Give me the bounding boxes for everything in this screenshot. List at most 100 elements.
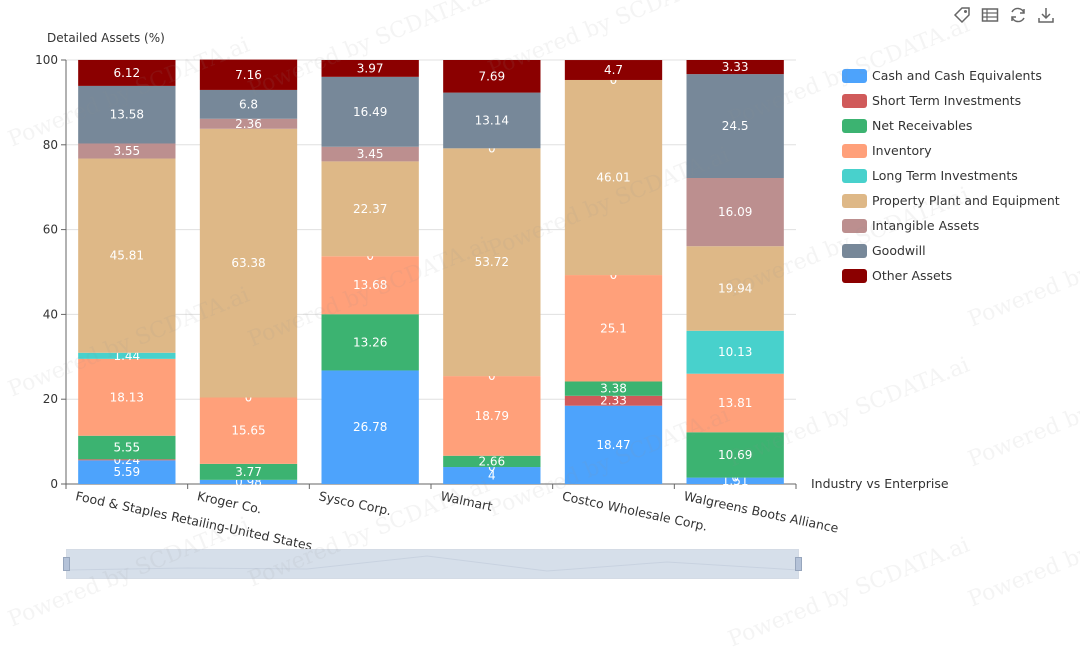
- slider-handle-right[interactable]: [795, 557, 802, 571]
- legend-swatch: [842, 218, 867, 233]
- data-label: 2.66: [478, 454, 505, 468]
- bar-segment: [199, 397, 298, 464]
- bar-segment: [686, 246, 784, 331]
- data-label: 26.78: [353, 420, 387, 434]
- legend-label: Inventory: [872, 143, 932, 158]
- refresh-icon[interactable]: [1008, 5, 1028, 25]
- legend-swatch: [842, 193, 867, 208]
- tag-icon[interactable]: [952, 5, 972, 25]
- legend-item[interactable]: Net Receivables: [842, 113, 1060, 138]
- data-label: 22.37: [353, 202, 387, 216]
- data-label: 3.55: [113, 144, 140, 158]
- data-label: 10.69: [718, 448, 752, 462]
- y-tick-label: 60: [43, 223, 58, 237]
- bar-segment: [78, 352, 176, 359]
- data-label: 25.1: [600, 321, 627, 335]
- bar-segment: [199, 128, 298, 398]
- bar-segment: [199, 59, 298, 90]
- chart-container: 0 20 40 60 80 100 Detailed Assets (%) Industry …: [35, 31, 949, 553]
- data-label: 4.7: [604, 63, 623, 77]
- legend-item[interactable]: Short Term Investments: [842, 88, 1060, 113]
- legend-item[interactable]: Property Plant and Equipment: [842, 188, 1060, 213]
- data-label: 6.12: [113, 66, 140, 80]
- bar-segment: [321, 256, 419, 315]
- bar-segment: [564, 60, 663, 80]
- bar-segment: [686, 477, 784, 484]
- legend: Cash and Cash Equivalents Short Term Inve…: [842, 63, 1060, 288]
- bar-segment: [78, 85, 176, 144]
- data-label: 2.36: [235, 117, 262, 131]
- data-label: 5.55: [113, 441, 140, 455]
- y-tick-label: 20: [43, 392, 58, 406]
- x-tick-label: Food & Staples Retailing-United States: [74, 488, 313, 553]
- legend-label: Cash and Cash Equivalents: [872, 68, 1042, 83]
- bar-segment: [199, 463, 298, 480]
- bar-segment: [686, 330, 784, 374]
- y-tick-label: 40: [43, 307, 58, 321]
- legend-swatch: [842, 143, 867, 158]
- data-view-icon[interactable]: [980, 5, 1000, 25]
- legend-item[interactable]: Cash and Cash Equivalents: [842, 63, 1060, 88]
- data-label: 5.59: [113, 465, 140, 479]
- legend-label: Short Term Investments: [872, 93, 1022, 108]
- data-label: 6.8: [239, 97, 258, 111]
- bar-segment: [199, 479, 298, 484]
- y-axis-title: Detailed Assets (%): [47, 31, 165, 45]
- data-label: 19.94: [718, 281, 752, 295]
- legend-swatch: [842, 68, 867, 83]
- bar-segment: [443, 60, 541, 93]
- x-tick-label: Kroger Co.: [196, 488, 263, 516]
- legend-item[interactable]: Long Term Investments: [842, 163, 1060, 188]
- legend-swatch: [842, 243, 867, 258]
- download-icon[interactable]: [1036, 5, 1056, 25]
- legend-label: Intangible Assets: [872, 218, 980, 233]
- legend-swatch: [842, 118, 867, 133]
- legend-item[interactable]: Other Assets: [842, 263, 1060, 288]
- legend-label: Long Term Investments: [872, 168, 1018, 183]
- legend-swatch: [842, 168, 867, 183]
- data-label: 3.97: [357, 61, 384, 75]
- legend-item[interactable]: Inventory: [842, 138, 1060, 163]
- data-label: 0: [488, 369, 496, 383]
- data-label: 13.14: [475, 113, 509, 127]
- bar-segment: [199, 89, 298, 119]
- bar-segment: [321, 161, 419, 257]
- data-label: 15.65: [231, 424, 265, 438]
- data-label: 18.79: [475, 409, 509, 423]
- data-label: 4: [488, 469, 496, 483]
- bar-segment: [78, 435, 176, 460]
- data-label: 10.13: [718, 345, 752, 359]
- bar-segment: [199, 118, 298, 129]
- bar-segment: [564, 275, 663, 382]
- bar-segment: [78, 459, 176, 461]
- data-label: 3.77: [235, 465, 262, 479]
- x-tick-label: Sysco Corp.: [318, 488, 393, 518]
- legend-swatch: [842, 268, 867, 283]
- bar-segment: [321, 370, 419, 484]
- y-tick-label: 0: [50, 477, 58, 491]
- data-label: 24.5: [722, 119, 749, 133]
- bar-segment: [78, 59, 176, 86]
- bar-segment: [78, 143, 176, 159]
- data-zoom-slider[interactable]: [63, 549, 802, 579]
- legend-label: Property Plant and Equipment: [872, 193, 1060, 208]
- x-axis-title: Industry vs Enterprise: [811, 476, 949, 491]
- bar-segment: [686, 373, 784, 433]
- legend-item[interactable]: Goodwill: [842, 238, 1060, 263]
- data-label: 13.58: [110, 108, 144, 122]
- slider-preview: [67, 555, 798, 572]
- y-tick-label: 80: [43, 138, 58, 152]
- bar-segment: [443, 455, 541, 468]
- bar-segment: [686, 60, 784, 75]
- legend-label: Goodwill: [872, 243, 926, 258]
- bar-segment: [564, 79, 663, 276]
- bar-segment: [78, 158, 176, 353]
- legend-item[interactable]: Intangible Assets: [842, 213, 1060, 238]
- legend-swatch: [842, 93, 867, 108]
- chart-toolbar: [952, 5, 1056, 25]
- data-label: 2.33: [600, 394, 627, 408]
- slider-handle-left[interactable]: [63, 557, 70, 571]
- data-label: 3.45: [357, 147, 384, 161]
- data-label: 53.72: [475, 255, 509, 269]
